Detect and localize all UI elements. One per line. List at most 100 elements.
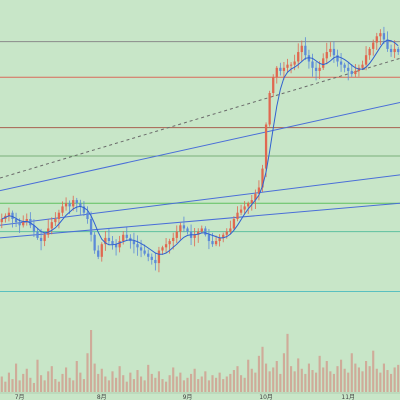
- candle-body: [25, 219, 28, 223]
- candle-body: [122, 234, 125, 242]
- volume-bar: [290, 366, 293, 392]
- candle-body: [211, 241, 214, 245]
- candle-body: [11, 212, 14, 219]
- volume-bar: [79, 372, 82, 392]
- candle-body: [279, 67, 282, 71]
- candle-body: [179, 225, 182, 232]
- candle-body: [289, 64, 293, 66]
- volume-bar: [361, 371, 364, 392]
- volume-bar: [143, 380, 146, 392]
- volume-bar: [247, 359, 250, 392]
- volume-bar: [4, 381, 7, 392]
- candle-body: [14, 219, 18, 223]
- horizontal-levels: [0, 41, 400, 292]
- volume-bar: [275, 361, 278, 392]
- volume-bar: [393, 367, 396, 392]
- candle-body: [282, 67, 286, 71]
- candle-body: [154, 259, 157, 264]
- candle-body: [125, 234, 128, 238]
- trend-line: [0, 101, 400, 192]
- candle-body: [364, 55, 368, 65]
- candle-body: [100, 244, 103, 257]
- volume-bar: [172, 367, 175, 392]
- volume-bar: [32, 382, 35, 392]
- volume-bar: [186, 377, 189, 392]
- volume-bar: [304, 373, 307, 392]
- candle-body: [372, 42, 375, 49]
- volume-bar: [0, 376, 3, 392]
- volume-bar: [107, 380, 110, 392]
- volume-bar: [154, 377, 157, 392]
- candle-body: [72, 200, 75, 207]
- volume-bar: [11, 379, 14, 392]
- volume-bar: [268, 371, 271, 392]
- candle-body: [79, 203, 82, 207]
- volume-bar: [332, 373, 335, 392]
- volume-bar: [257, 355, 260, 392]
- volume-bar: [311, 370, 314, 392]
- candle-body: [186, 228, 189, 232]
- volume-bar: [390, 373, 393, 392]
- candle-body: [375, 36, 378, 43]
- candle-body: [318, 67, 321, 71]
- candle-body: [322, 58, 325, 68]
- volume-bar: [293, 371, 296, 392]
- candle-body: [104, 237, 107, 245]
- candle-body: [182, 225, 186, 229]
- candle-body: [57, 212, 61, 219]
- candle-body: [307, 55, 311, 62]
- volume-bars: [0, 330, 400, 392]
- volume-bar: [18, 380, 21, 392]
- volume-bar: [111, 371, 114, 392]
- volume-bar: [368, 366, 371, 392]
- candle-body: [264, 124, 268, 169]
- trend-lines: [0, 57, 400, 239]
- volume-bar: [129, 372, 132, 392]
- candle-body: [157, 250, 161, 264]
- volume-bar: [340, 359, 343, 392]
- candle-body: [36, 231, 39, 238]
- volume-bar: [336, 366, 339, 392]
- candle-body: [339, 61, 343, 65]
- volume-bar: [40, 375, 43, 392]
- volume-bar: [315, 372, 318, 392]
- volume-bar: [197, 379, 200, 392]
- candle-body: [361, 64, 364, 68]
- candle-body: [368, 48, 371, 56]
- candle-body: [286, 64, 289, 68]
- candle-body: [143, 250, 146, 254]
- candle-body: [93, 234, 96, 251]
- candle-body: [22, 222, 25, 226]
- volume-bar: [325, 361, 328, 392]
- candle-body: [150, 256, 153, 260]
- volume-bar: [365, 361, 368, 392]
- volume-bar: [147, 364, 150, 392]
- volume-bar: [43, 380, 46, 392]
- volume-bar: [222, 379, 225, 392]
- volume-bar: [204, 371, 207, 392]
- volume-bar: [47, 371, 50, 392]
- candle-body: [214, 241, 218, 245]
- candle-body: [354, 70, 357, 75]
- candle-body: [382, 33, 386, 40]
- volume-bar: [25, 368, 28, 392]
- volume-bar: [136, 370, 139, 392]
- volume-bar: [297, 358, 300, 392]
- volume-bar: [329, 371, 332, 392]
- volume-bar: [232, 370, 235, 392]
- candle-body: [161, 247, 164, 251]
- volume-bar: [261, 346, 264, 392]
- volume-bar: [150, 373, 153, 392]
- candle-body: [236, 212, 239, 219]
- candle-body: [107, 237, 111, 242]
- volume-bar: [36, 359, 39, 392]
- volume-bar: [386, 370, 389, 392]
- volume-bar: [322, 367, 325, 392]
- candle-body: [297, 52, 300, 62]
- candle-body: [200, 228, 203, 232]
- volume-bar: [211, 375, 214, 392]
- volume-bar: [50, 366, 53, 392]
- volume-bar: [250, 368, 253, 392]
